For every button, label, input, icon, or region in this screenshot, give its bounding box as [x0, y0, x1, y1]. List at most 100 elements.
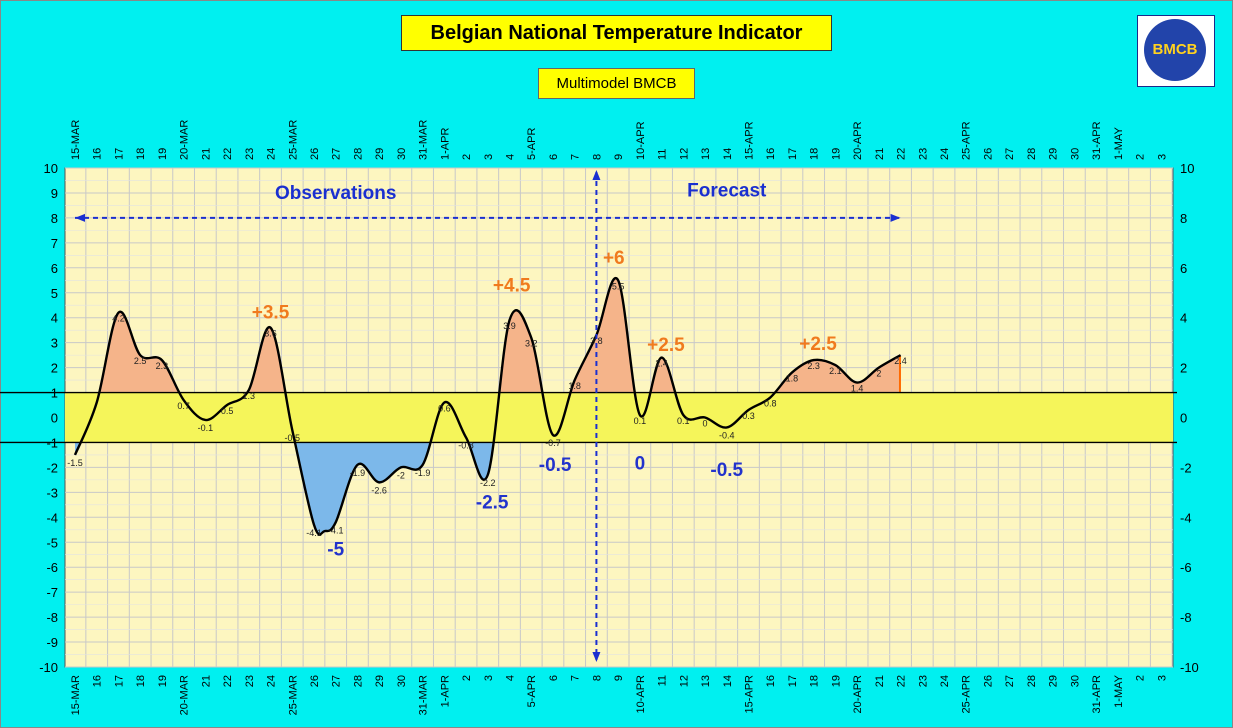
x-tick-top: 20-APR — [852, 121, 864, 160]
data-label: -2.2 — [480, 478, 496, 488]
x-tick-bottom: 18 — [135, 675, 147, 687]
data-label: 2.4 — [655, 359, 668, 369]
data-label: 3.9 — [503, 321, 516, 331]
data-label: -4.1 — [306, 528, 322, 538]
observations-label: Observations — [275, 183, 396, 204]
x-tick-top: 29 — [1048, 148, 1060, 160]
y-tick-right: -8 — [1180, 610, 1192, 625]
x-tick-bottom: 12 — [678, 675, 690, 687]
x-tick-top: 17 — [113, 148, 125, 160]
x-tick-top: 7 — [570, 154, 582, 160]
data-label: 1.8 — [786, 374, 799, 384]
data-label: -0.1 — [198, 423, 214, 433]
peak-annotation: +2.5 — [799, 334, 837, 355]
x-tick-bottom: 16 — [765, 675, 777, 687]
x-tick-top: 15-MAR — [70, 120, 82, 160]
peak-annotation: +3.5 — [252, 303, 290, 324]
x-tick-bottom: 26 — [982, 675, 994, 687]
data-label: 4.2 — [112, 314, 125, 324]
data-label: 1.4 — [851, 384, 864, 394]
forecast-label: Forecast — [687, 180, 767, 201]
annotations: +3.5 -5 +4.5 -2.5 -0.5 +6 0 +2.5 -0.5 +2.5 — [252, 248, 837, 561]
x-tick-bottom: 1-APR — [439, 675, 451, 707]
y-tick-left: 1 — [51, 386, 58, 401]
x-tick-top: 11 — [657, 149, 669, 160]
y-tick-left: 9 — [51, 186, 58, 201]
x-tick-bottom: 28 — [1026, 675, 1038, 687]
x-tick-bottom: 22 — [896, 675, 908, 687]
chart-title: Belgian National Temperature Indicator — [401, 15, 832, 51]
data-label: 1.3 — [243, 391, 256, 401]
x-tick-bottom: 2 — [1135, 675, 1147, 681]
data-label: 2.3 — [156, 361, 169, 371]
x-tick-top: 21 — [874, 148, 886, 160]
x-tick-bottom: 18 — [809, 675, 821, 687]
x-tick-bottom: 14 — [722, 675, 734, 687]
x-tick-top: 23 — [917, 148, 929, 160]
x-tick-top: 16 — [765, 148, 777, 160]
x-tick-top: 31-MAR — [418, 120, 430, 160]
peak-annotation: +2.5 — [647, 335, 685, 356]
data-label: 2.3 — [807, 361, 820, 371]
x-tick-top: 18 — [135, 148, 147, 160]
cold-area — [469, 442, 494, 480]
data-label: 3.8 — [590, 336, 603, 346]
x-tick-bottom: 29 — [374, 675, 386, 687]
logo-text: BMCB — [1152, 41, 1198, 58]
data-label: -1.9 — [415, 468, 431, 478]
x-tick-bottom: 24 — [266, 675, 278, 687]
x-tick-top: 15-APR — [743, 121, 755, 160]
y-tick-left: -7 — [46, 585, 58, 600]
x-tick-top: 21 — [200, 148, 212, 160]
x-tick-bottom: 29 — [1048, 675, 1060, 687]
x-tick-bottom: 31-APR — [1091, 675, 1103, 714]
x-tick-bottom: 25-APR — [961, 675, 973, 714]
x-tick-top: 16 — [92, 148, 104, 160]
peak-annotation: -5 — [327, 540, 344, 561]
x-tick-bottom: 24 — [939, 675, 951, 687]
x-tick-top: 2 — [1135, 154, 1147, 160]
y-tick-left: -9 — [46, 635, 58, 650]
x-tick-top: 24 — [939, 148, 951, 160]
x-tick-bottom: 21 — [200, 675, 212, 687]
data-label: -1.9 — [350, 468, 366, 478]
y-tick-right: 6 — [1180, 261, 1187, 276]
x-tick-top: 13 — [700, 148, 712, 160]
y-tick-left: 3 — [51, 336, 58, 351]
peak-annotation: -2.5 — [476, 492, 509, 513]
x-tick-bottom: 1-MAY — [1113, 674, 1125, 707]
logo-emblem: BMCB — [1144, 19, 1206, 81]
data-label: -1.5 — [67, 458, 83, 468]
y-tick-left: -10 — [39, 660, 58, 675]
x-tick-top: 30 — [396, 148, 408, 160]
data-label: -0.8 — [458, 440, 474, 450]
x-tick-top: 22 — [896, 148, 908, 160]
warm-area — [99, 311, 179, 393]
x-tick-bottom: 4 — [505, 675, 517, 681]
bmcb-logo: BMCB — [1137, 15, 1215, 87]
y-tick-right: -2 — [1180, 460, 1192, 475]
x-tick-bottom: 6 — [548, 675, 560, 681]
peak-annotation: +4.5 — [493, 275, 531, 296]
y-tick-left: -2 — [46, 460, 58, 475]
y-tick-left: 8 — [51, 211, 58, 226]
x-tick-bottom: 17 — [113, 675, 125, 687]
x-tick-top: 3 — [483, 154, 495, 160]
y-tick-right: -6 — [1180, 560, 1192, 575]
normal-band — [65, 392, 1173, 443]
x-tick-bottom: 31-MAR — [418, 675, 430, 715]
x-tick-bottom: 15-MAR — [70, 675, 82, 715]
x-tick-bottom: 10-APR — [635, 675, 647, 714]
x-tick-top: 10-APR — [635, 121, 647, 160]
data-label: 2.1 — [829, 366, 842, 376]
x-tick-top: 27 — [331, 148, 343, 160]
x-tick-bottom: 22 — [222, 675, 234, 687]
x-tick-top: 19 — [157, 148, 169, 160]
x-tick-top: 25-MAR — [287, 120, 299, 160]
x-tick-top: 6 — [548, 154, 560, 160]
warm-area — [650, 357, 675, 393]
data-label: 0.5 — [221, 406, 234, 416]
data-label: -2 — [397, 470, 405, 480]
y-tick-right: -4 — [1180, 510, 1192, 525]
